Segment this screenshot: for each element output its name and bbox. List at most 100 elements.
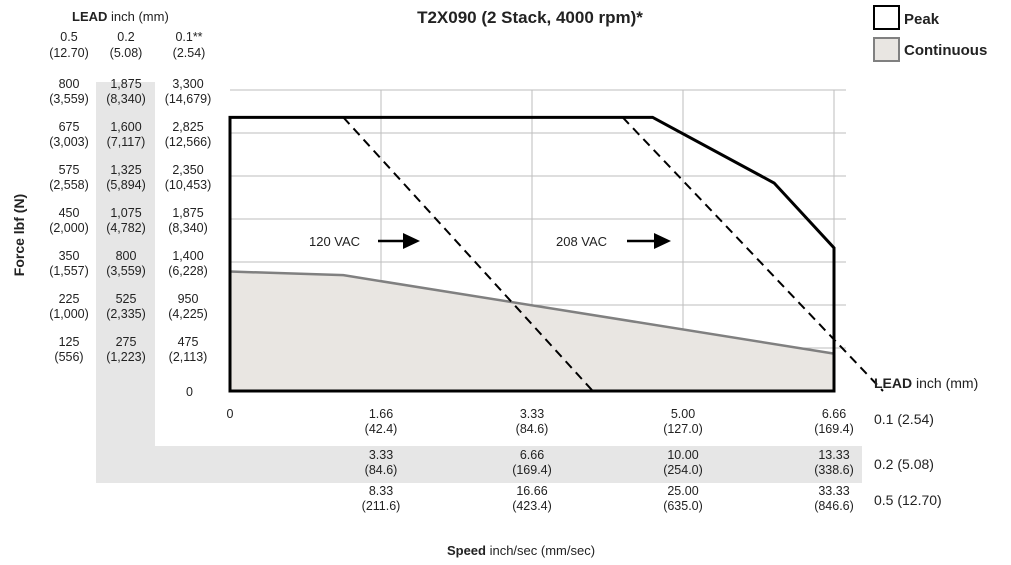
- plot-area: [228, 115, 884, 393]
- x-lead-0-5-tick-mm: (211.6): [362, 499, 401, 513]
- y-lead-0-2-tick-lbf: 1,600: [110, 120, 141, 134]
- x-lead-0-5-tick-mm: (846.6): [814, 499, 854, 513]
- y-axis-ticks: 3,300(14,679) 2,825(12,566) 2,350(10,453) 1…: [49, 77, 211, 399]
- x-lead-0-2-tick-value: 6.66: [520, 448, 544, 462]
- y-lead-0-5-tick-lbf: 225: [59, 292, 80, 306]
- y-lead-0-1-tick-n: (8,340): [168, 221, 208, 235]
- y-lead-0-5-tick-lbf: 575: [59, 163, 80, 177]
- y-lead-0-2-tick-n: (3,559): [106, 264, 146, 278]
- x-lead-0-2-tick-mm: (169.4): [512, 463, 552, 477]
- y-lead-0-1-tick-lbf: 475: [178, 335, 199, 349]
- y-lead-0-2-tick-n: (4,782): [106, 221, 146, 235]
- x-lead-0-1-tick-value: 1.66: [369, 407, 393, 421]
- lead-col-0-2-mm: (5.08): [110, 46, 143, 60]
- x-lead-0-1-tick-mm: (84.6): [516, 422, 549, 436]
- voltage-limit-line-0: [342, 116, 594, 392]
- y-lead-0-1-tick-lbf: 3,300: [172, 77, 203, 91]
- y-lead-0-5-tick-n: (3,003): [49, 135, 89, 149]
- x-lead-0-5-tick-value: 33.33: [818, 484, 849, 498]
- y-lead-0-2-tick-lbf: 1,075: [110, 206, 141, 220]
- lead-column-headers: 0.5 (12.70) 0.2 (5.08) 0.1** (2.54): [49, 30, 205, 60]
- arrow-208-head: [654, 233, 671, 249]
- y-lead-0-5-tick-n: (2,000): [49, 221, 89, 235]
- y-lead-0-1-tick-lbf: 0: [186, 385, 193, 399]
- y-lead-0-1-tick-n: (10,453): [165, 178, 212, 192]
- x-lead-0-5-tick-mm: (635.0): [663, 499, 703, 513]
- x-lead-0-2-tick-mm: (338.6): [814, 463, 854, 477]
- y-lead-0-5-tick-n: (1,557): [49, 264, 89, 278]
- lead-col-0-5-inch: 0.5: [60, 30, 77, 44]
- y-lead-0-2-tick-n: (5,894): [106, 178, 146, 192]
- lead-header-top-unit: inch (mm): [107, 9, 168, 24]
- arrow-120-head: [403, 233, 420, 249]
- lead-col-0-1-mm: (2.54): [173, 46, 206, 60]
- y-lead-0-2-tick-n: (1,223): [106, 350, 146, 364]
- y-lead-0-5-tick-lbf: 675: [59, 120, 80, 134]
- y-lead-0-5-tick-n: (556): [54, 350, 83, 364]
- legend: Peak Continuous: [873, 5, 987, 62]
- y-lead-0-1-tick-n: (14,679): [165, 92, 212, 106]
- y-lead-0-5-tick-lbf: 450: [59, 206, 80, 220]
- legend-label-peak: Peak: [904, 11, 940, 28]
- y-lead-0-5-tick-n: (3,559): [49, 92, 89, 106]
- x-row-label-0-1: 0.1 (2.54): [874, 411, 934, 427]
- x-lead-0-1-tick-value: 6.66: [822, 407, 846, 421]
- y-lead-0-5-tick-n: (1,000): [49, 307, 89, 321]
- y-lead-0-2-tick-lbf: 275: [116, 335, 137, 349]
- lead-header-top: LEAD inch (mm): [72, 9, 169, 24]
- x-lead-0-2-tick-value: 13.33: [818, 448, 849, 462]
- x-lead-0-5-tick-value: 16.66: [516, 484, 547, 498]
- x-lead-0-1-tick-mm: (169.4): [814, 422, 854, 436]
- continuous-area: [230, 271, 834, 391]
- x-axis-ticks: 1.66(42.4)3.33(84.6)5.00(127.0)6.66(169.…: [227, 407, 854, 513]
- lead-0-2-column-band: [96, 82, 155, 447]
- x-lead-0-5-tick-value: 8.33: [369, 484, 393, 498]
- x-lead-0-1-tick-value: 5.00: [671, 407, 695, 421]
- y-lead-0-1-tick-lbf: 2,825: [172, 120, 203, 134]
- y-lead-0-1-tick-lbf: 950: [178, 292, 199, 306]
- voltage-label-208: 208 VAC: [556, 234, 607, 249]
- y-lead-0-2-tick-lbf: 800: [116, 249, 137, 263]
- x-lead-0-5-tick-mm: (423.4): [512, 499, 552, 513]
- x-lead-0-2-tick-value: 3.33: [369, 448, 393, 462]
- y-lead-0-1-tick-lbf: 2,350: [172, 163, 203, 177]
- y-lead-0-1-tick-n: (6,228): [168, 264, 208, 278]
- x-row-label-0-2: 0.2 (5.08): [874, 456, 934, 472]
- chart-title: T2X090 (2 Stack, 4000 rpm)*: [417, 8, 643, 27]
- voltage-label-120: 120 VAC: [309, 234, 360, 249]
- continuous-series-line: [229, 270, 835, 355]
- lead-col-0-2-inch: 0.2: [117, 30, 134, 44]
- voltage-limit-line-1: [621, 116, 884, 392]
- x-lead-0-1-tick-mm: (127.0): [663, 422, 703, 436]
- y-axis-title: Force lbf (N): [11, 194, 27, 276]
- y-lead-0-5-tick-lbf: 350: [59, 249, 80, 263]
- lead-0-2-row-band: [96, 446, 862, 483]
- voltage-annotations: 120 VAC 208 VAC: [309, 233, 671, 249]
- y-lead-0-2-tick-n: (8,340): [106, 92, 146, 106]
- y-lead-0-5-tick-lbf: 800: [59, 77, 80, 91]
- y-lead-0-1-tick-n: (4,225): [168, 307, 208, 321]
- y-lead-0-1-tick-n: (12,566): [165, 135, 212, 149]
- x-lead-0-5-tick-value: 25.00: [667, 484, 698, 498]
- y-lead-0-2-tick-n: (7,117): [107, 135, 146, 149]
- y-lead-0-2-tick-lbf: 525: [116, 292, 137, 306]
- x-axis-title-rest: inch/sec (mm/sec): [486, 543, 595, 558]
- peak-series-outline: [228, 115, 836, 393]
- x-axis-title: Speed inch/sec (mm/sec): [447, 543, 595, 558]
- x-lead-0-1-tick-value: 3.33: [520, 407, 544, 421]
- y-lead-0-1-tick-lbf: 1,400: [172, 249, 203, 263]
- y-lead-0-1-tick-n: (2,113): [169, 350, 208, 364]
- y-lead-0-2-tick-lbf: 1,875: [110, 77, 141, 91]
- y-lead-0-2-tick-lbf: 1,325: [110, 163, 141, 177]
- x-lead-0-2-tick-value: 10.00: [667, 448, 698, 462]
- y-lead-0-5-tick-lbf: 125: [59, 335, 80, 349]
- x-lead-header: LEAD inch (mm): [874, 375, 978, 391]
- x-row-label-0-5: 0.5 (12.70): [874, 492, 942, 508]
- y-lead-0-1-tick-lbf: 1,875: [172, 206, 203, 220]
- x-axis-title-bold: Speed: [447, 543, 486, 558]
- lead-header-top-bold: LEAD: [72, 9, 107, 24]
- legend-swatch-continuous: [873, 37, 900, 62]
- lead-col-0-5-mm: (12.70): [49, 46, 89, 60]
- x-lead-0-1-tick-zero: 0: [227, 407, 234, 421]
